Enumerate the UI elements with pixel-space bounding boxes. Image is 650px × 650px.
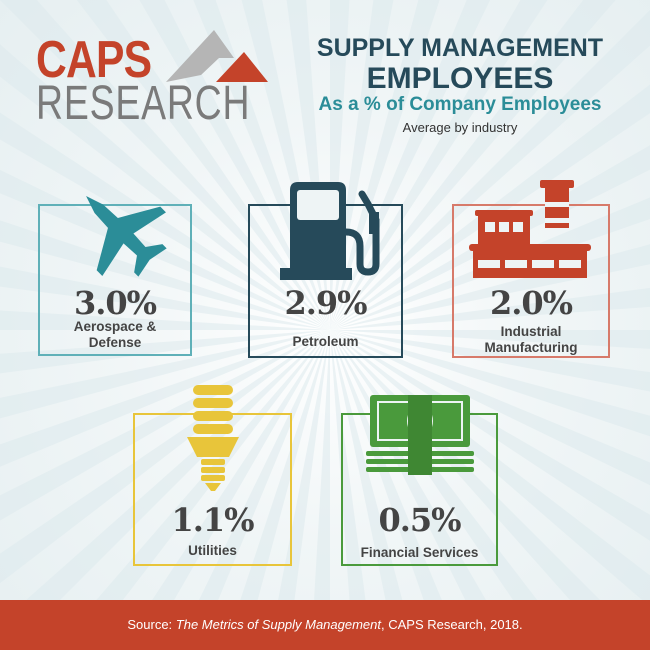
ray bbox=[330, 84, 650, 330]
label: Utilities bbox=[188, 543, 237, 558]
logo-mountain-icon bbox=[166, 30, 268, 82]
label: Aerospace & Defense bbox=[40, 319, 190, 351]
factory-icon bbox=[469, 180, 591, 278]
ray bbox=[0, 310, 330, 330]
value: 2.0% bbox=[489, 284, 573, 322]
light-bulb-icon bbox=[187, 385, 239, 491]
label: Industrial Manufacturing bbox=[454, 324, 608, 356]
ray bbox=[0, 330, 330, 467]
label-line2: Manufacturing bbox=[484, 340, 578, 355]
ray bbox=[330, 330, 650, 541]
ray bbox=[330, 0, 491, 330]
ray bbox=[330, 330, 650, 437]
title-line1: SUPPLY MANAGEMENT bbox=[316, 34, 604, 62]
ray bbox=[0, 220, 330, 330]
card-aerospace-defense: 3.0% Aerospace & Defense bbox=[38, 204, 192, 356]
label-line2: Defense bbox=[88, 335, 142, 350]
ray bbox=[330, 330, 650, 486]
ray bbox=[139, 0, 330, 330]
ray bbox=[330, 330, 373, 650]
ray bbox=[241, 0, 330, 330]
ray bbox=[311, 330, 330, 650]
ray bbox=[0, 330, 330, 521]
label-line1: Aerospace & bbox=[73, 319, 157, 334]
ray bbox=[330, 330, 463, 650]
ray bbox=[0, 0, 330, 330]
ray bbox=[53, 330, 330, 650]
label: Financial Services bbox=[360, 545, 479, 560]
ray bbox=[174, 330, 330, 650]
ray bbox=[0, 169, 330, 330]
fuel-pump-icon bbox=[280, 182, 380, 280]
ray bbox=[0, 44, 330, 331]
ray bbox=[286, 0, 330, 330]
note: Average by industry bbox=[402, 120, 518, 135]
source-prefix: Source: bbox=[127, 617, 176, 632]
ray bbox=[330, 287, 650, 330]
ray bbox=[330, 330, 650, 349]
ray bbox=[76, 0, 330, 330]
ray bbox=[0, 266, 330, 330]
ray bbox=[0, 330, 330, 374]
logo-research: RESEARCH bbox=[36, 77, 251, 130]
caps-research-logo: CAPS RESEARCH bbox=[36, 30, 276, 130]
ray bbox=[119, 330, 330, 650]
value: 0.5% bbox=[378, 501, 461, 539]
ray bbox=[330, 330, 650, 392]
title-line2: EMPLOYEES bbox=[366, 62, 554, 95]
card-industrial-manufacturing: 2.0% Industrial Manufacturing bbox=[452, 204, 610, 358]
ray bbox=[223, 330, 330, 650]
label: Petroleum bbox=[292, 334, 359, 349]
money-stack-icon: $ bbox=[366, 395, 474, 475]
value: 3.0% bbox=[73, 284, 157, 322]
value: 2.9% bbox=[284, 284, 367, 322]
value: 1.1% bbox=[171, 501, 254, 539]
ray bbox=[330, 330, 515, 650]
ray bbox=[0, 330, 330, 584]
ray bbox=[268, 330, 330, 650]
source-title: The Metrics of Supply Management bbox=[175, 617, 381, 632]
ray bbox=[330, 0, 394, 330]
source-footer: Source: The Metrics of Supply Management… bbox=[0, 600, 650, 650]
label-line1: Industrial bbox=[500, 324, 562, 339]
logo-caps: CAPS bbox=[36, 31, 152, 89]
ray bbox=[330, 10, 650, 330]
ray bbox=[330, 330, 416, 650]
fighter-jet-icon bbox=[86, 196, 167, 277]
ray bbox=[0, 112, 330, 330]
card-petroleum: 2.9% Petroleum bbox=[248, 204, 403, 358]
ray bbox=[0, 330, 330, 650]
subtitle: As a % of Company Employees bbox=[318, 94, 602, 115]
ray bbox=[330, 0, 548, 330]
ray bbox=[0, 330, 330, 419]
source-suffix: , CAPS Research, 2018. bbox=[381, 617, 523, 632]
